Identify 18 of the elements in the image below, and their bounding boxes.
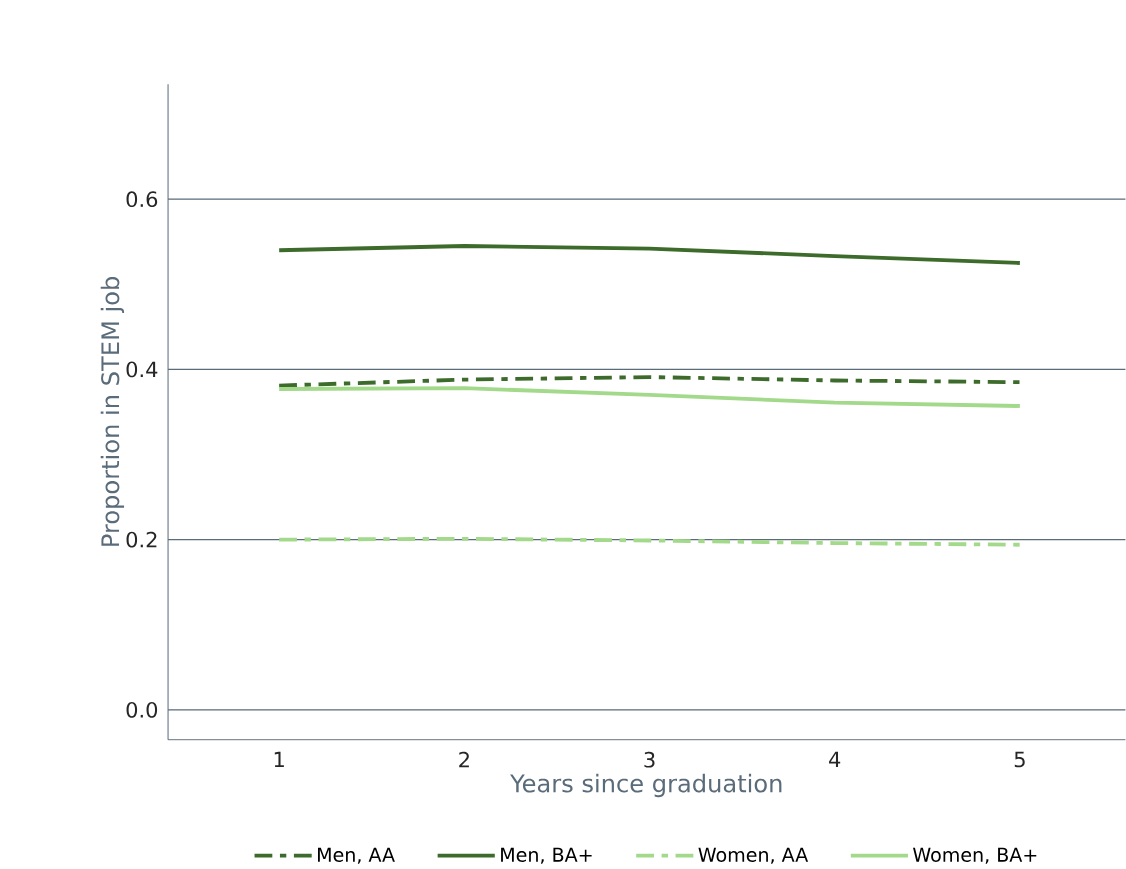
line-series xyxy=(277,386,1022,409)
x-tick-label: 4 xyxy=(829,751,841,768)
x-axis-title: Years since graduation xyxy=(510,773,782,798)
legend-label: Men, BA+ xyxy=(501,847,592,865)
x-tick-label: 2 xyxy=(459,751,469,768)
y-tick-label: 0.0 xyxy=(126,702,158,718)
line-series xyxy=(277,244,1022,266)
y-tick-label: 0.4 xyxy=(126,361,158,378)
legend-label: Women, AA xyxy=(698,847,809,865)
y-tick-label: 0.6 xyxy=(126,191,158,208)
y-tick-label: 0.2 xyxy=(126,531,157,548)
legend-label: Men, AA xyxy=(318,847,395,865)
legend-label: Women, BA+ xyxy=(913,847,1037,865)
y-axis-title: Proportion in STEM job xyxy=(100,277,125,546)
x-tick-label: 3 xyxy=(644,751,655,768)
x-tick-label: 1 xyxy=(274,751,284,768)
line-series xyxy=(277,375,1022,388)
x-tick-label: 5 xyxy=(1014,751,1025,768)
